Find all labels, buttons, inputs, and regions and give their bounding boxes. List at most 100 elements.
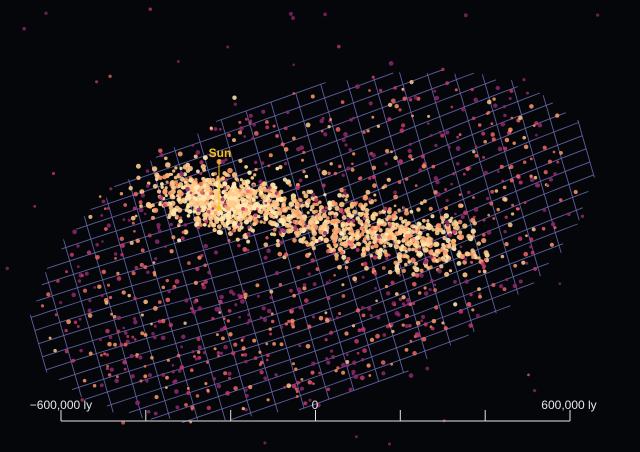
galaxy-point [135, 400, 140, 406]
galaxy-point [451, 221, 457, 227]
galaxy-point [438, 227, 443, 233]
galaxy-point [425, 232, 430, 237]
galaxy-point [254, 167, 258, 172]
galaxy-point [151, 166, 158, 172]
galaxy-point [223, 344, 228, 350]
galaxy-point [339, 201, 345, 208]
galaxy-point [298, 178, 303, 183]
galaxy-point [403, 246, 407, 251]
galaxy-point [300, 377, 304, 381]
galaxy-point [376, 234, 381, 239]
galaxy-point [336, 366, 340, 370]
galaxy-point [458, 193, 462, 197]
galaxy-point [145, 184, 150, 188]
galaxy-point [348, 236, 353, 241]
galaxy-point [337, 192, 342, 198]
galaxy-point [423, 291, 429, 296]
galaxy-point [395, 270, 401, 275]
galaxy-point [223, 193, 228, 199]
galaxy-point [375, 299, 378, 303]
galaxy-point [417, 230, 423, 236]
galaxy-point [321, 208, 326, 214]
galaxy-point [109, 367, 114, 372]
galaxy-point [216, 229, 222, 235]
galaxy-point [215, 333, 219, 337]
galaxy-point [317, 168, 321, 172]
galaxy-point [262, 317, 268, 322]
galaxy-point [475, 313, 480, 318]
galaxy-point [242, 247, 248, 252]
galaxy-point [323, 193, 327, 197]
galaxy-point [226, 45, 230, 49]
galaxy-point [390, 362, 394, 366]
galaxy-point [288, 201, 295, 207]
galaxy-point [401, 323, 405, 327]
galaxy-point [375, 333, 380, 339]
galaxy-point [558, 198, 563, 202]
galaxy-point [206, 389, 210, 393]
galaxy-point [445, 81, 450, 86]
galaxy-point [462, 223, 468, 229]
galaxy-point [462, 272, 468, 278]
galaxy-point [262, 194, 268, 199]
galaxy-point [529, 245, 533, 249]
galaxy-point [233, 102, 238, 106]
galaxy-point [120, 253, 124, 257]
galaxy-point [336, 219, 341, 224]
galaxy-point [497, 146, 503, 152]
galaxy-point [269, 295, 274, 300]
galaxy-point [425, 222, 431, 228]
galaxy-point [244, 408, 248, 412]
galaxy-point [158, 148, 163, 153]
galaxy-point [527, 373, 530, 377]
galaxy-point [290, 318, 295, 324]
galaxy-point [365, 242, 371, 248]
galaxy-point [387, 117, 392, 122]
galaxy-point [171, 235, 176, 240]
galaxy-point [187, 209, 193, 214]
galaxy-point [244, 117, 248, 121]
galaxy-point [364, 208, 370, 213]
galaxy-point [311, 228, 316, 232]
galaxy-point [44, 11, 48, 15]
galaxy-point [202, 167, 207, 172]
galaxy-point [245, 189, 250, 194]
galaxy-point [311, 246, 316, 251]
galaxy-point [207, 178, 212, 184]
galaxy-point [133, 296, 137, 300]
galaxy-point [483, 140, 487, 144]
galaxy-point [187, 261, 191, 265]
galaxy-point [195, 394, 200, 398]
galaxy-point [237, 130, 243, 135]
galaxy-point [534, 182, 540, 188]
galaxy-point [491, 137, 496, 142]
galaxy-point [275, 242, 281, 248]
galaxy-point [366, 129, 370, 133]
galaxy-point [201, 176, 205, 181]
galaxy-point [176, 197, 181, 202]
galaxy-point [349, 243, 354, 248]
grid-line [542, 95, 580, 221]
galaxy-point [409, 209, 414, 214]
galaxy-point [406, 298, 411, 303]
galaxy-point [233, 342, 238, 347]
galaxy-point [284, 223, 290, 228]
galaxy-point [207, 270, 212, 275]
galaxy-point [239, 178, 243, 182]
galaxy-point [399, 128, 405, 133]
galaxy-point [398, 273, 402, 277]
galaxy-point [209, 126, 213, 130]
galaxy-point [305, 343, 311, 349]
galaxy-point [145, 202, 152, 209]
galaxy-point [135, 163, 141, 169]
galaxy-point [380, 360, 386, 365]
galaxy-point [103, 352, 107, 356]
galaxy-point [171, 194, 175, 198]
galaxy-point [260, 161, 265, 165]
galaxy-point [504, 137, 510, 143]
galaxy-point [522, 78, 526, 82]
galaxy-point [419, 201, 424, 205]
galaxy-point [40, 304, 45, 308]
galaxy-point [371, 153, 376, 158]
galaxy-point [330, 219, 335, 224]
